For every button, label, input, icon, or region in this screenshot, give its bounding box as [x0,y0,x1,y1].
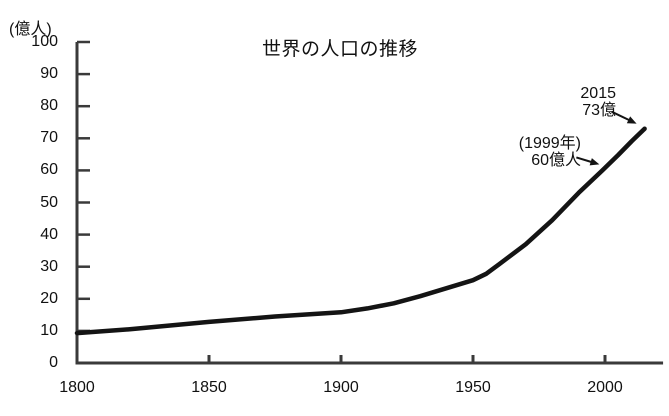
annotation-1999-year: (1999年) [518,135,581,152]
annotation-1999-value: 60億人 [531,152,581,169]
y-tick-label: 20 [40,289,58,307]
annotation-2015: 2015 73億 [580,85,616,119]
annotation-arrow-head [626,116,637,124]
y-tick-label: 0 [49,354,58,371]
y-tick-label: 70 [40,129,58,147]
x-tick-label: 1800 [59,379,95,396]
y-tick-label: 40 [40,225,58,243]
annotation-2015-value: 73億 [582,102,616,119]
y-tick-label: 10 [40,321,58,339]
population-curve [74,126,647,336]
x-tick-label: 2000 [587,379,623,396]
chart-title: 世界の人口の推移 [261,39,419,60]
y-tick-label: 60 [40,161,58,179]
y-tick-label: 50 [40,193,58,211]
y-tick-label: 100 [31,33,58,50]
annotation-arrow-head [589,158,600,166]
annotation-arrow-line [611,110,631,122]
y-tick-label: 30 [40,257,58,275]
x-tick-label: 1850 [191,379,227,396]
annotation-arrow-line [576,156,593,164]
annotation-2015-year: 2015 [580,85,616,102]
x-tick-label: 1950 [455,379,491,396]
y-tick-label: 80 [40,97,58,115]
x-tick-label: 1900 [323,379,359,396]
y-axis-unit-label: (億人) [9,21,52,38]
y-tick-label: 90 [40,65,58,83]
annotation-1999: (1999年) 60億人 [519,135,581,169]
